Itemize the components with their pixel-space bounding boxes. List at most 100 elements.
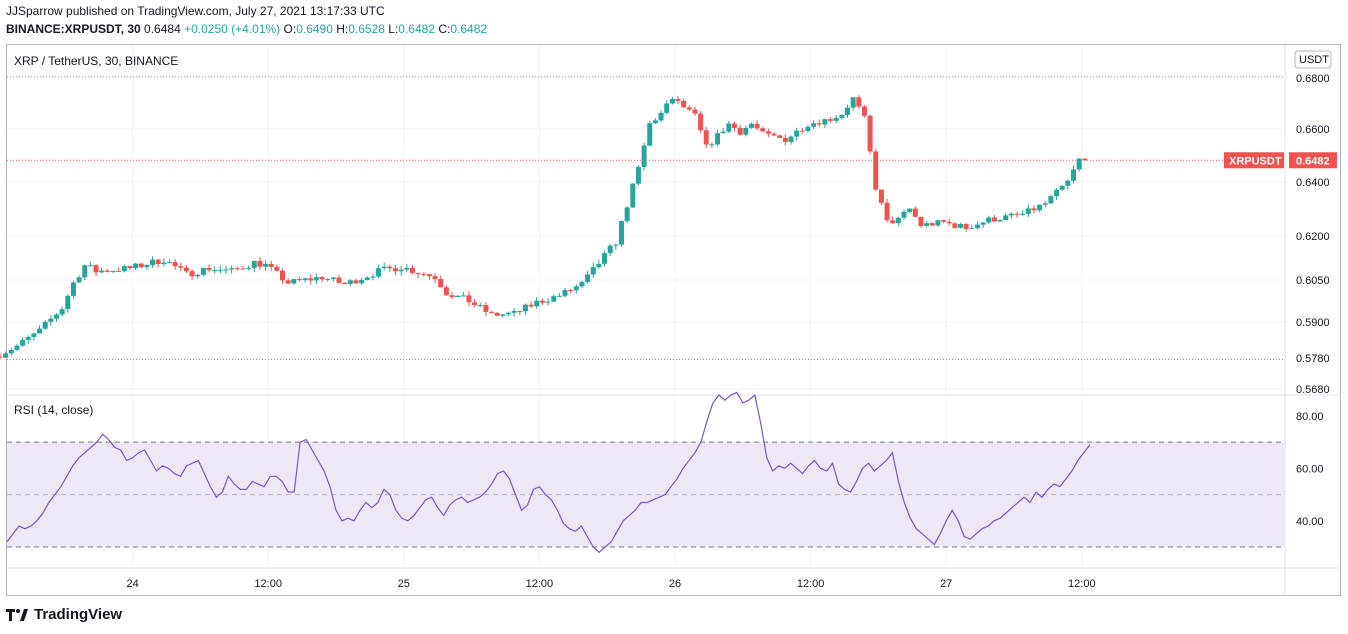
candle-body bbox=[545, 301, 551, 303]
candle-body bbox=[285, 280, 291, 284]
candle-body bbox=[1008, 213, 1014, 216]
rsi-line bbox=[6, 391, 1091, 554]
candle-body bbox=[511, 310, 517, 313]
candle-body bbox=[223, 269, 229, 271]
open-label: O: bbox=[283, 22, 297, 36]
price-tick-label: 0.5780 bbox=[1296, 353, 1330, 365]
candle-body bbox=[556, 295, 562, 297]
candle-body bbox=[280, 270, 285, 281]
candle-body bbox=[698, 113, 704, 131]
price-tick-label: 0.6800 bbox=[1296, 73, 1330, 85]
candle-body bbox=[692, 109, 698, 114]
candle-body bbox=[816, 123, 822, 125]
candle-body bbox=[867, 115, 873, 152]
candle-body bbox=[805, 126, 811, 131]
candle-body bbox=[732, 123, 737, 128]
candle-body bbox=[217, 269, 223, 271]
candle-body bbox=[48, 318, 54, 322]
candle-body bbox=[901, 211, 907, 218]
candle-body bbox=[664, 103, 670, 113]
publisher-text: JJSparrow published on TradingView.com, … bbox=[6, 4, 385, 18]
candle-body bbox=[607, 245, 613, 254]
candle-body bbox=[907, 208, 913, 212]
candle-body bbox=[200, 267, 206, 275]
candle-body bbox=[42, 321, 48, 329]
candle-body bbox=[449, 295, 455, 298]
price-tick-label: 0.5900 bbox=[1296, 317, 1330, 329]
candle-body bbox=[37, 328, 43, 334]
candle-body bbox=[579, 281, 585, 287]
candle-body bbox=[308, 278, 314, 281]
candle-body bbox=[65, 295, 71, 310]
candle-body bbox=[935, 220, 941, 226]
candle-body bbox=[127, 266, 133, 269]
candle-body bbox=[138, 263, 144, 268]
rsi-tick-label: 60.00 bbox=[1296, 463, 1324, 475]
candle-body bbox=[500, 314, 506, 316]
tradingview-logo[interactable]: TradingView bbox=[6, 606, 122, 623]
candle-body bbox=[472, 302, 478, 306]
symbol-full: BINANCE:XRPUSDT, 30 bbox=[6, 22, 141, 36]
candle-body bbox=[619, 221, 624, 245]
candle-body bbox=[890, 220, 896, 224]
candle-body bbox=[833, 117, 839, 121]
candle-body bbox=[856, 97, 862, 107]
price-tick-label: 0.6600 bbox=[1296, 124, 1330, 136]
candle-body bbox=[845, 107, 850, 115]
candle-body bbox=[347, 280, 353, 285]
candle-body bbox=[54, 314, 59, 319]
candle-body bbox=[534, 300, 540, 307]
chart-frame[interactable] bbox=[6, 44, 1341, 596]
candle-body bbox=[596, 263, 602, 268]
candle-body bbox=[997, 220, 1003, 222]
candle-body bbox=[296, 279, 302, 281]
candle-body bbox=[1082, 158, 1088, 161]
candle-body bbox=[376, 268, 382, 277]
candle-body bbox=[116, 270, 122, 272]
candle-body bbox=[133, 263, 139, 269]
candle-body bbox=[585, 274, 591, 282]
candle-body bbox=[302, 278, 308, 281]
time-tick-label: 25 bbox=[398, 578, 410, 590]
low-label: L: bbox=[388, 22, 399, 36]
time-tick-label: 12:00 bbox=[526, 578, 554, 590]
time-tick-label: 27 bbox=[940, 578, 952, 590]
candle-body bbox=[941, 220, 947, 222]
candle-body bbox=[878, 189, 884, 203]
candle-body bbox=[246, 267, 252, 269]
candle-body bbox=[986, 217, 992, 223]
candle-body bbox=[1031, 208, 1037, 211]
candle-body bbox=[590, 267, 596, 275]
candle-body bbox=[573, 286, 579, 291]
candle-body bbox=[715, 133, 721, 145]
candle-body bbox=[828, 119, 834, 121]
candle-body bbox=[506, 312, 511, 315]
candle-body bbox=[393, 268, 398, 272]
main-legend: XRP / TetherUS, 30, BINANCE bbox=[14, 54, 179, 68]
candle-body bbox=[104, 270, 110, 272]
candle-body bbox=[291, 279, 297, 284]
currency-label: USDT bbox=[1299, 54, 1329, 66]
rsi-tick-label: 80.00 bbox=[1296, 411, 1324, 423]
candle-body bbox=[630, 183, 636, 208]
candle-body bbox=[466, 295, 472, 303]
candle-body bbox=[873, 151, 879, 190]
ohlc-line: BINANCE:XRPUSDT, 30 0.6484 +0.0250 (+4.0… bbox=[6, 22, 487, 36]
candle-body bbox=[432, 276, 438, 280]
candle-body bbox=[206, 267, 212, 271]
currency-box bbox=[1294, 50, 1332, 69]
candle-body bbox=[974, 224, 980, 229]
candle-body bbox=[737, 127, 743, 135]
rsi-tick-label: 40.00 bbox=[1296, 516, 1324, 528]
candle-body bbox=[602, 253, 608, 264]
candle-body bbox=[681, 100, 687, 108]
candle-body bbox=[99, 270, 105, 273]
price-tick-label: 0.6200 bbox=[1296, 231, 1330, 243]
candle-body bbox=[257, 260, 263, 267]
tradingview-logo-icon bbox=[6, 608, 28, 621]
candle-body bbox=[421, 273, 427, 275]
candle-body bbox=[189, 271, 195, 277]
candle-body bbox=[850, 97, 856, 108]
candle-body bbox=[946, 221, 952, 224]
